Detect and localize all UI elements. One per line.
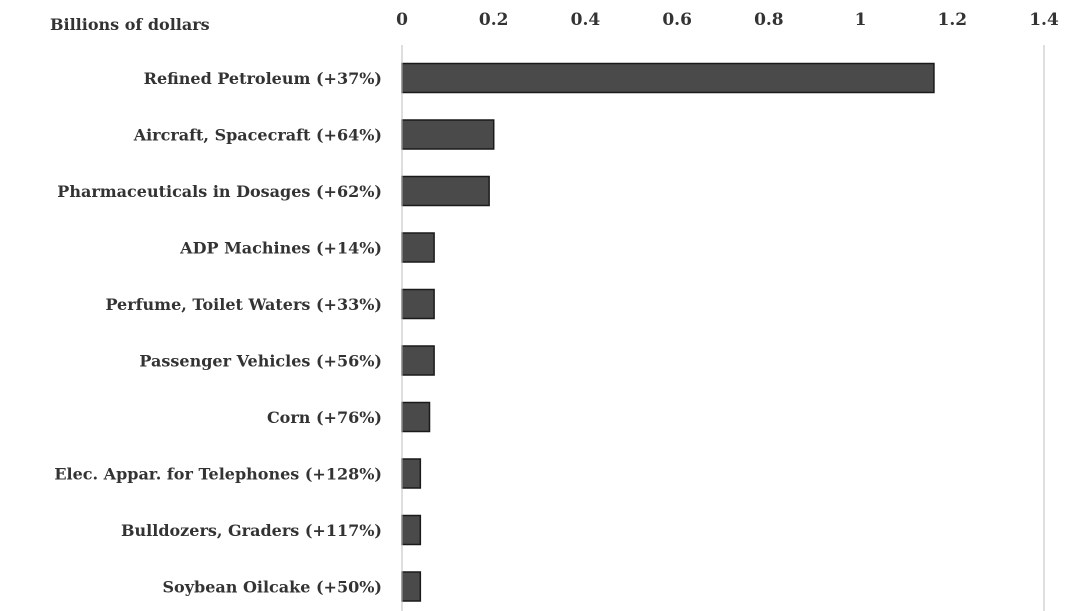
category-label: Refined Petroleum (+37%)	[144, 69, 382, 88]
category-label: Pharmaceuticals in Dosages (+62%)	[57, 182, 382, 201]
category-label: Elec. Appar. for Telephones (+128%)	[54, 465, 382, 484]
bars	[401, 62, 935, 602]
category-label: Soybean Oilcake (+50%)	[162, 578, 382, 597]
bar	[401, 514, 422, 546]
x-tick-label: 0.8	[754, 10, 784, 30]
bar	[401, 571, 422, 602]
category-label: Bulldozers, Graders (+117%)	[121, 521, 382, 540]
x-tick-label: 0	[396, 10, 408, 30]
x-tick-label: 0.6	[662, 10, 692, 30]
category-label: Corn (+76%)	[267, 408, 382, 427]
bar	[401, 458, 422, 489]
x-tick-label: 0.2	[479, 10, 509, 30]
x-tick-label: 0.4	[571, 10, 601, 30]
bar	[401, 175, 490, 207]
x-tick-label: 1.4	[1029, 10, 1059, 30]
bar	[401, 232, 435, 263]
bar	[401, 119, 495, 150]
category-label: Passenger Vehicles (+56%)	[139, 352, 382, 371]
category-label: Perfume, Toilet Waters (+33%)	[105, 295, 382, 314]
bar	[401, 62, 935, 94]
x-axis-ticks: 0 0.2 0.4 0.6 0.8 1 1.2 1.4	[396, 10, 1059, 30]
category-labels: Refined Petroleum (+37%) Aircraft, Spacec…	[54, 69, 382, 597]
x-tick-label: 1	[855, 10, 867, 30]
bar	[401, 288, 435, 320]
category-label: Aircraft, Spacecraft (+64%)	[133, 126, 382, 145]
bar	[401, 401, 431, 433]
category-label: ADP Machines (+14%)	[179, 239, 382, 258]
x-tick-label: 1.2	[937, 10, 967, 30]
bar	[401, 345, 435, 376]
unit-label: Billions of dollars	[50, 15, 210, 34]
